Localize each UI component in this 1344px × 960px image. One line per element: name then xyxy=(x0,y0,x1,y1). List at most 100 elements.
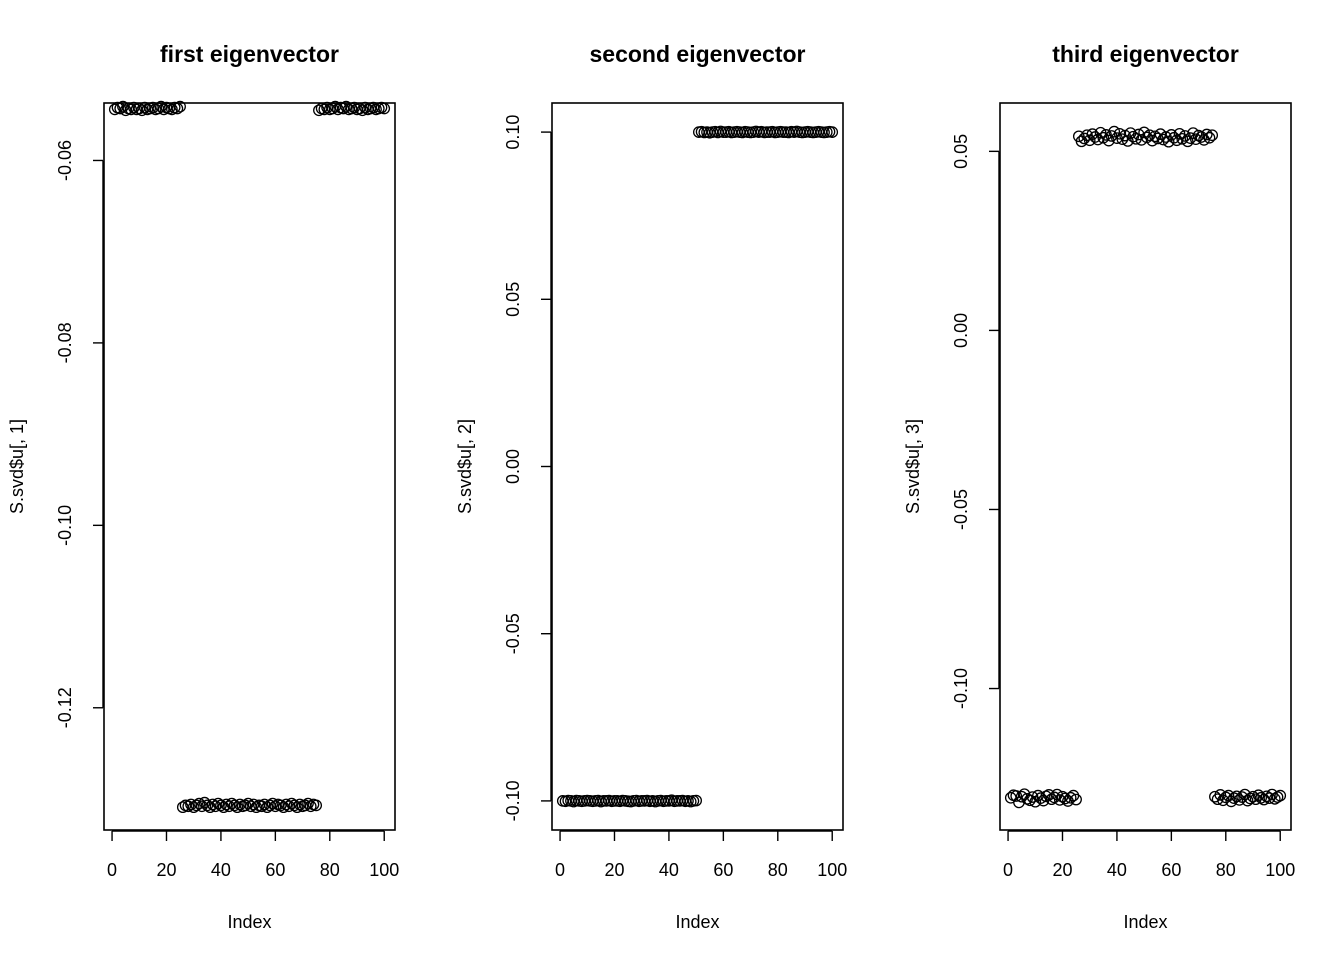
data-point xyxy=(220,798,233,811)
y-tick-label: 0.10 xyxy=(503,115,523,150)
data-point xyxy=(283,800,295,813)
data-point xyxy=(1053,794,1066,806)
data-point xyxy=(291,801,303,814)
plot-frame xyxy=(551,102,844,831)
x-tick-label: 0 xyxy=(107,860,117,880)
data-point xyxy=(318,103,331,116)
data-point xyxy=(138,101,151,114)
y-tick-label: -0.12 xyxy=(55,687,75,728)
data-point xyxy=(1222,789,1235,802)
data-point xyxy=(136,104,148,117)
x-axis-label: Index xyxy=(1123,912,1167,932)
y-tick-label: -0.05 xyxy=(951,489,971,530)
data-point xyxy=(231,801,244,814)
chart-title: third eigenvector xyxy=(1052,41,1239,67)
data-point xyxy=(206,798,219,811)
y-axis-label: S.svd$u[, 1] xyxy=(7,419,27,514)
data-point xyxy=(1119,129,1131,142)
data-point xyxy=(209,800,222,813)
chart-title: second eigenvector xyxy=(589,41,805,67)
data-point xyxy=(196,800,208,813)
x-tick-label: 100 xyxy=(1265,860,1295,880)
plot-frame xyxy=(999,102,1292,831)
data-point xyxy=(826,126,839,138)
data-point xyxy=(1181,135,1194,148)
x-tick-label: 100 xyxy=(369,860,399,880)
x-tick-label: 20 xyxy=(604,860,624,880)
data-point xyxy=(223,800,235,813)
data-point xyxy=(266,797,279,810)
x-tick-label: 60 xyxy=(265,860,285,880)
data-points xyxy=(556,125,839,808)
data-point xyxy=(280,798,293,811)
data-point xyxy=(1097,131,1110,144)
data-point xyxy=(147,101,159,114)
data-point xyxy=(1070,793,1082,806)
data-point xyxy=(1200,128,1213,141)
panel-3: third eigenvector 0 20 40 60 80 100 Index 0.05 0.… xyxy=(903,41,1295,932)
x-axis-label: Index xyxy=(227,912,271,932)
x-tick-label: 20 xyxy=(156,860,176,880)
x-axis-label: Index xyxy=(675,912,719,932)
panel-1: first eigenvector 0 20 40 60 80 100 Index -0.06 -… xyxy=(7,41,399,932)
data-point xyxy=(182,800,195,813)
y-tick-label: 0.00 xyxy=(503,449,523,484)
x-tick-label: 40 xyxy=(211,860,231,880)
y-tick-label: -0.05 xyxy=(503,613,523,654)
plot-frame xyxy=(103,102,396,831)
data-point xyxy=(690,794,702,807)
data-point xyxy=(321,101,333,114)
y-axis-label: S.svd$u[, 2] xyxy=(455,419,475,514)
x-tick-label: 0 xyxy=(1003,860,1013,880)
data-point xyxy=(269,800,282,813)
data-point xyxy=(215,799,227,812)
y-tick-label: 0.05 xyxy=(503,282,523,317)
data-point xyxy=(166,103,178,116)
x-tick-label: 80 xyxy=(320,860,340,880)
data-point xyxy=(1274,789,1287,802)
data-point xyxy=(340,100,352,113)
data-point xyxy=(193,797,205,810)
x-tick-label: 20 xyxy=(1052,860,1072,880)
data-point xyxy=(255,800,268,813)
data-point xyxy=(359,101,372,114)
data-point xyxy=(1176,132,1189,145)
data-point xyxy=(1190,133,1202,146)
data-point xyxy=(274,799,287,812)
data-point xyxy=(356,104,369,117)
data-point xyxy=(1116,133,1129,146)
data-point xyxy=(310,799,323,812)
data-point xyxy=(174,100,186,113)
x-tick-label: 80 xyxy=(1216,860,1236,880)
data-point xyxy=(1179,130,1191,142)
data-points xyxy=(108,100,391,814)
y-tick-label: -0.10 xyxy=(951,668,971,709)
data-points xyxy=(1004,125,1287,809)
data-point xyxy=(1127,130,1140,143)
data-point xyxy=(294,798,306,811)
data-point xyxy=(1206,129,1219,142)
data-point xyxy=(1064,791,1077,804)
data-point xyxy=(302,797,314,810)
data-point xyxy=(1247,790,1259,803)
y-tick-label: -0.10 xyxy=(55,505,75,546)
data-point xyxy=(201,799,214,812)
x-tick-label: 40 xyxy=(659,860,679,880)
data-point xyxy=(234,798,246,811)
data-point xyxy=(1195,131,1208,143)
y-axis-label: S.svd$u[, 3] xyxy=(903,419,923,514)
data-point xyxy=(185,798,197,811)
data-point xyxy=(1255,791,1268,804)
x-tick-label: 100 xyxy=(817,860,847,880)
panel-2: second eigenvector 0 20 40 60 80 100 Index 0.10 0… xyxy=(455,41,847,932)
x-tick-label: 80 xyxy=(768,860,788,880)
data-point xyxy=(157,103,170,116)
data-point xyxy=(1203,131,1216,144)
y-tick-label: -0.06 xyxy=(55,140,75,181)
data-point xyxy=(304,800,317,813)
y-tick-label: -0.08 xyxy=(55,322,75,363)
data-point xyxy=(1100,129,1112,141)
x-tick-label: 0 xyxy=(555,860,565,880)
y-tick-label: -0.10 xyxy=(503,780,523,821)
